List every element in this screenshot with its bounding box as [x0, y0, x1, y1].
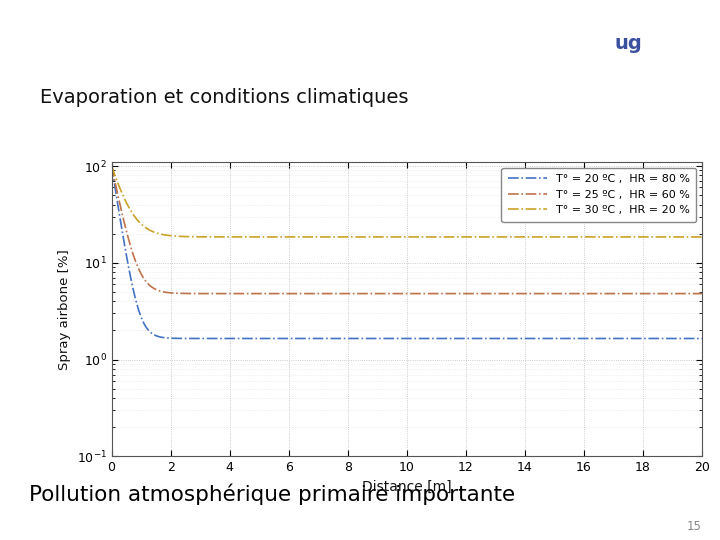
T° = 25 ºC ,  HR = 60 % [698, 291, 706, 297]
Y-axis label: Spray airbone [%]: Spray airbone [%] [58, 249, 71, 369]
Line: T° = 25 ºC ,  HR = 60 %: T° = 25 ºC , HR = 60 % [112, 166, 702, 294]
Legend: T° = 20 ºC ,  HR = 80 %, T° = 25 ºC ,  HR = 60 %, T° = 30 ºC ,  HR = 20 %: T° = 20 ºC , HR = 80 %, T° = 25 ºC , HR … [501, 167, 696, 222]
T° = 30 ºC ,  HR = 20 % [491, 234, 500, 240]
T° = 20 ºC ,  HR = 80 % [107, 163, 116, 169]
T° = 20 ºC ,  HR = 80 % [333, 335, 341, 342]
T° = 20 ºC ,  HR = 80 % [379, 335, 387, 342]
T° = 25 ºC ,  HR = 60 % [444, 291, 452, 297]
T° = 25 ºC ,  HR = 60 % [107, 163, 116, 169]
T° = 20 ºC ,  HR = 80 % [491, 335, 500, 342]
X-axis label: Distance [m]: Distance [m] [362, 480, 451, 494]
T° = 20 ºC ,  HR = 80 % [215, 335, 223, 342]
T° = 30 ºC ,  HR = 20 % [215, 234, 223, 240]
T° = 30 ºC ,  HR = 20 % [107, 163, 116, 169]
Text: 15: 15 [687, 520, 702, 533]
T° = 20 ºC ,  HR = 80 % [698, 335, 706, 342]
Text: Transport des gouttes: Transport des gouttes [16, 23, 379, 50]
T° = 20 ºC ,  HR = 80 % [548, 335, 557, 342]
T° = 25 ºC ,  HR = 60 % [215, 291, 223, 297]
T° = 20 ºC ,  HR = 80 % [593, 335, 601, 342]
T° = 30 ºC ,  HR = 20 % [333, 234, 341, 240]
T° = 30 ºC ,  HR = 20 % [698, 234, 706, 240]
Text: ug: ug [614, 34, 642, 53]
Text: Evaporation et conditions climatiques: Evaporation et conditions climatiques [40, 87, 408, 107]
Line: T° = 20 ºC ,  HR = 80 %: T° = 20 ºC , HR = 80 % [112, 166, 702, 339]
T° = 30 ºC ,  HR = 20 % [462, 234, 470, 240]
Text: Pollution atmosphérique primaire importante: Pollution atmosphérique primaire importa… [29, 484, 515, 505]
T° = 30 ºC ,  HR = 20 % [593, 234, 601, 240]
T° = 25 ºC ,  HR = 60 % [593, 291, 601, 297]
T° = 30 ºC ,  HR = 20 % [560, 234, 569, 240]
T° = 25 ºC ,  HR = 60 % [491, 291, 500, 297]
T° = 25 ºC ,  HR = 60 % [548, 291, 557, 297]
T° = 25 ºC ,  HR = 60 % [462, 291, 470, 297]
Line: T° = 30 ºC ,  HR = 20 %: T° = 30 ºC , HR = 20 % [112, 166, 702, 237]
T° = 30 ºC ,  HR = 20 % [548, 234, 557, 240]
T° = 20 ºC ,  HR = 80 % [462, 335, 470, 342]
T° = 25 ºC ,  HR = 60 % [333, 291, 341, 297]
